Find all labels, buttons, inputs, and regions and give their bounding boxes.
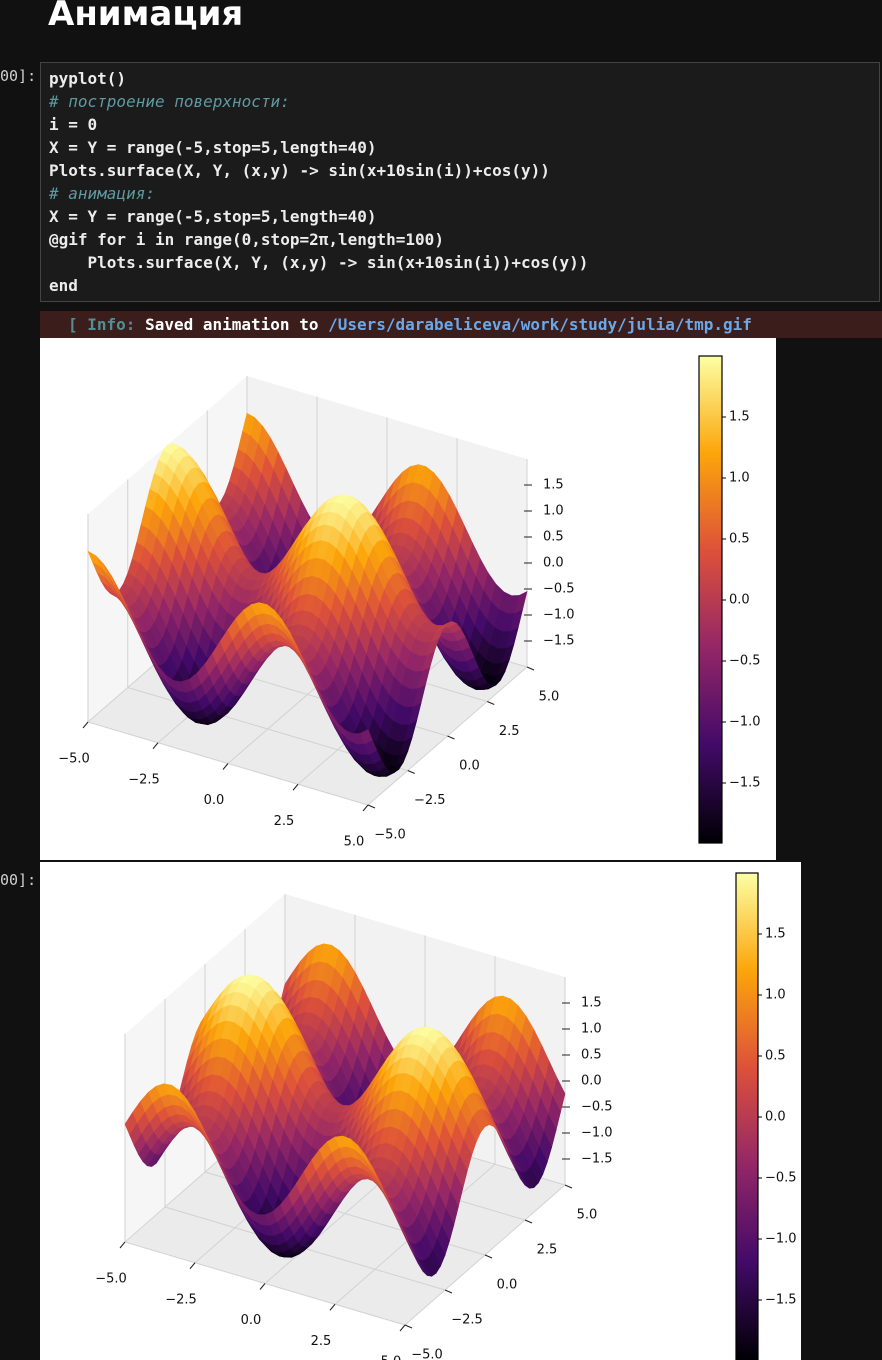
z-tick-label: −1.5 xyxy=(543,634,575,649)
x-tick xyxy=(292,783,299,791)
x-tick-label: −2.5 xyxy=(165,1292,197,1307)
y-tick-label: 2.5 xyxy=(499,724,520,739)
code-line: pyplot() xyxy=(49,69,127,88)
x-tick xyxy=(119,1241,126,1249)
output-prompt: 00]: xyxy=(0,871,37,889)
z-tick-label: 0.5 xyxy=(543,530,564,545)
z-tick-label: −1.5 xyxy=(581,1152,613,1167)
code-line: # анимация: xyxy=(49,184,155,203)
x-tick xyxy=(362,804,369,812)
x-tick-label: 0.0 xyxy=(241,1313,262,1328)
y-tick xyxy=(407,770,415,774)
y-tick xyxy=(404,1324,413,1329)
z-tick-label: −1.0 xyxy=(581,1126,613,1141)
colorbar-tick-label: 0.0 xyxy=(765,1110,786,1125)
z-tick-label: 1.5 xyxy=(581,996,602,1011)
info-text: Saved animation to xyxy=(135,315,329,334)
x-tick xyxy=(152,742,159,750)
x-tick-label: 2.5 xyxy=(311,1334,332,1349)
code-line: @gif for i in range(0,stop=2π,length=100… xyxy=(49,230,444,249)
y-tick-label: 2.5 xyxy=(537,1243,558,1258)
info-label: [ Info: xyxy=(68,315,136,334)
y-tick-label: 5.0 xyxy=(539,690,560,705)
y-tick-label: 0.0 xyxy=(459,759,480,774)
y-tick xyxy=(487,701,495,705)
y-tick xyxy=(564,1184,573,1189)
colorbar-tick-label: −0.5 xyxy=(765,1171,797,1186)
x-tick-label: −2.5 xyxy=(128,772,160,787)
colorbar-tick-label: −0.5 xyxy=(729,654,761,669)
colorbar-tick-label: −1.5 xyxy=(729,776,761,791)
x-tick xyxy=(189,1262,196,1270)
code-line: i = 0 xyxy=(49,115,98,134)
code-line: Plots.surface(X, Y, (x,y) -> sin(x+10sin… xyxy=(49,253,589,272)
code-line: Plots.surface(X, Y, (x,y) -> sin(x+10sin… xyxy=(49,161,550,180)
surface-plot: −5.0 −2.5 0.0 2.5 5.0 −5.0 −2.5 0.0 2.5 5.0 1.5 1.0… xyxy=(40,338,776,860)
y-tick xyxy=(367,804,376,809)
colorbar-tick-label: 1.5 xyxy=(765,927,786,942)
code-line: # построение поверхности: xyxy=(49,92,290,111)
x-tick xyxy=(259,1283,266,1290)
x-tick xyxy=(399,1324,406,1332)
x-tick-label: −5.0 xyxy=(95,1272,127,1287)
x-tick-label: 5.0 xyxy=(381,1355,402,1360)
z-tick-label: 1.5 xyxy=(543,478,564,493)
colorbar-tick-label: 1.0 xyxy=(765,988,786,1003)
cell-prompt: 00]: xyxy=(0,67,37,85)
colorbar-tick-label: −1.5 xyxy=(765,1293,797,1308)
y-tick xyxy=(524,1219,533,1224)
colorbar-tick-label: 0.5 xyxy=(729,532,750,547)
y-tick-label: −2.5 xyxy=(451,1313,483,1328)
x-tick-label: 2.5 xyxy=(274,814,295,829)
info-path: /Users/darabeliceva/work/study/julia/tmp… xyxy=(328,315,752,334)
y-tick xyxy=(484,1254,493,1259)
colorbar-tick-label: −1.0 xyxy=(765,1232,797,1247)
surface-facet xyxy=(396,1218,410,1245)
x-tick xyxy=(82,721,89,729)
z-tick-label: 0.5 xyxy=(581,1048,602,1063)
y-tick-label: 0.0 xyxy=(497,1278,518,1293)
surface-facet xyxy=(359,729,373,745)
z-tick-label: 1.0 xyxy=(543,504,564,519)
x-tick xyxy=(329,1303,336,1311)
x-tick-label: 5.0 xyxy=(344,835,365,850)
y-tick xyxy=(444,1289,453,1294)
heading: Анимация xyxy=(48,0,244,34)
info-line: [ Info: Saved animation to /Users/darabe… xyxy=(40,311,882,338)
y-tick xyxy=(526,666,535,671)
code-line: end xyxy=(49,276,78,295)
code-line: X = Y = range(-5,stop=5,length=40) xyxy=(49,138,377,157)
colorbar-tick-label: 0.0 xyxy=(729,593,750,608)
code-cell[interactable]: pyplot() # построение поверхности: i = 0 X … xyxy=(40,62,880,302)
colorbar-tick-label: 0.5 xyxy=(765,1049,786,1064)
z-tick-label: −0.5 xyxy=(581,1100,613,1115)
surface-plot: −5.0 −2.5 0.0 2.5 5.0 −5.0 −2.5 0.0 2.5 5.0 1.5 1.0… xyxy=(40,862,801,1360)
y-tick-label: −5.0 xyxy=(374,828,406,843)
z-tick-label: 0.0 xyxy=(581,1074,602,1089)
colorbar xyxy=(698,355,723,844)
colorbar-tick-label: −1.0 xyxy=(729,715,761,730)
x-tick-label: −5.0 xyxy=(58,752,90,767)
colorbar-tick-label: 1.5 xyxy=(729,410,750,425)
z-tick-label: 1.0 xyxy=(581,1022,602,1037)
code-line: X = Y = range(-5,stop=5,length=40) xyxy=(49,207,377,226)
y-tick xyxy=(447,735,455,740)
y-tick-label: −5.0 xyxy=(411,1348,443,1360)
colorbar xyxy=(735,872,759,1360)
z-tick-label: −1.0 xyxy=(543,608,575,623)
z-tick-label: 0.0 xyxy=(543,556,564,571)
y-tick-label: 5.0 xyxy=(577,1208,598,1223)
colorbar-tick-label: 1.0 xyxy=(729,471,750,486)
z-tick-label: −0.5 xyxy=(543,582,575,597)
y-tick-label: −2.5 xyxy=(414,793,446,808)
x-tick xyxy=(222,763,229,770)
x-tick-label: 0.0 xyxy=(204,793,225,808)
